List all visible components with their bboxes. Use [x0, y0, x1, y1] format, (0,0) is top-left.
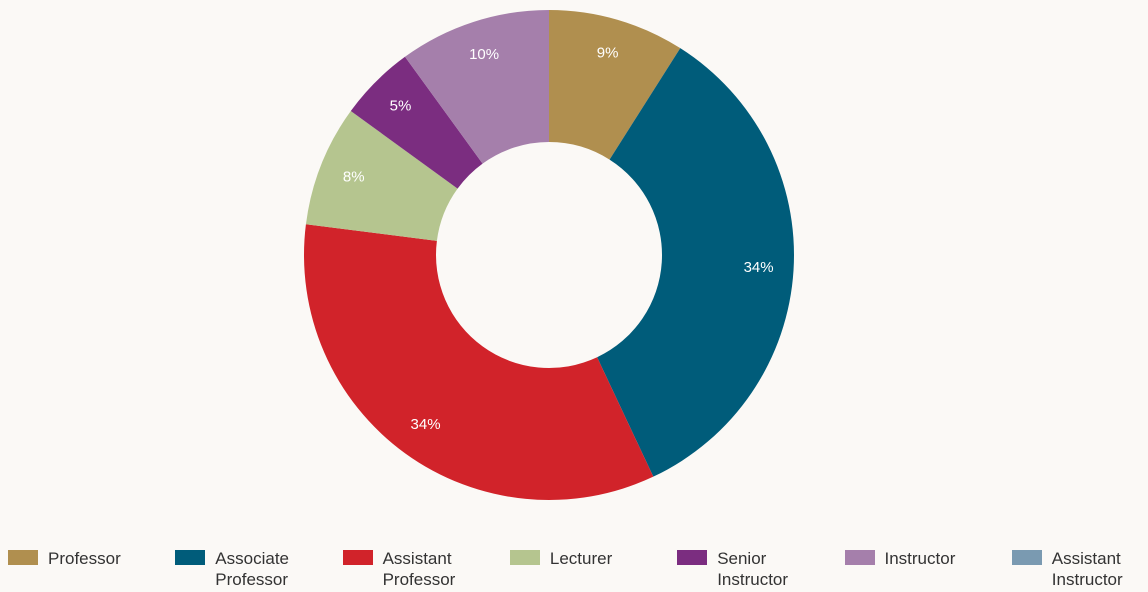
slice [303, 224, 654, 501]
legend-label: Assistant Instructor [1051, 549, 1123, 589]
legend-item: Instructor [844, 548, 981, 569]
legend-label: Senior Instructor [717, 549, 789, 589]
legend-label: Assistant Professor [382, 549, 456, 589]
legend-label: Professor [48, 549, 121, 568]
slice [305, 110, 458, 241]
legend-label: Instructor [884, 549, 956, 568]
slice-label: 8% [343, 169, 365, 186]
legend-item: Lecturer [509, 548, 646, 569]
slice [404, 10, 549, 164]
slice-label: 5% [390, 97, 412, 114]
legend-label: Associate Professor [215, 549, 289, 589]
legend-item: Assistant Instructor [1011, 548, 1148, 590]
legend-label: Lecturer [549, 549, 613, 568]
legend-swatch [844, 550, 875, 565]
slice [597, 48, 794, 477]
slice-label: 10% [469, 46, 499, 63]
slice [549, 10, 681, 160]
legend-swatch [175, 550, 206, 565]
chart: 9% 34% 34% 8% 5% 10% [303, 10, 794, 501]
slice-label: 34% [411, 416, 441, 433]
slice-label: 34% [744, 259, 774, 276]
legend-item: Associate Professor [175, 548, 311, 590]
legend-swatch [1011, 550, 1042, 565]
legend-item: Senior Instructor [677, 548, 813, 590]
legend-swatch [342, 550, 373, 565]
legend-swatch [677, 550, 708, 565]
legend-swatch [8, 550, 38, 565]
legend-swatch [509, 550, 540, 565]
legend-item: Assistant Professor [342, 548, 479, 590]
legend-item: Professor [8, 548, 144, 569]
slice-label: 9% [597, 44, 619, 61]
slice [350, 56, 483, 189]
